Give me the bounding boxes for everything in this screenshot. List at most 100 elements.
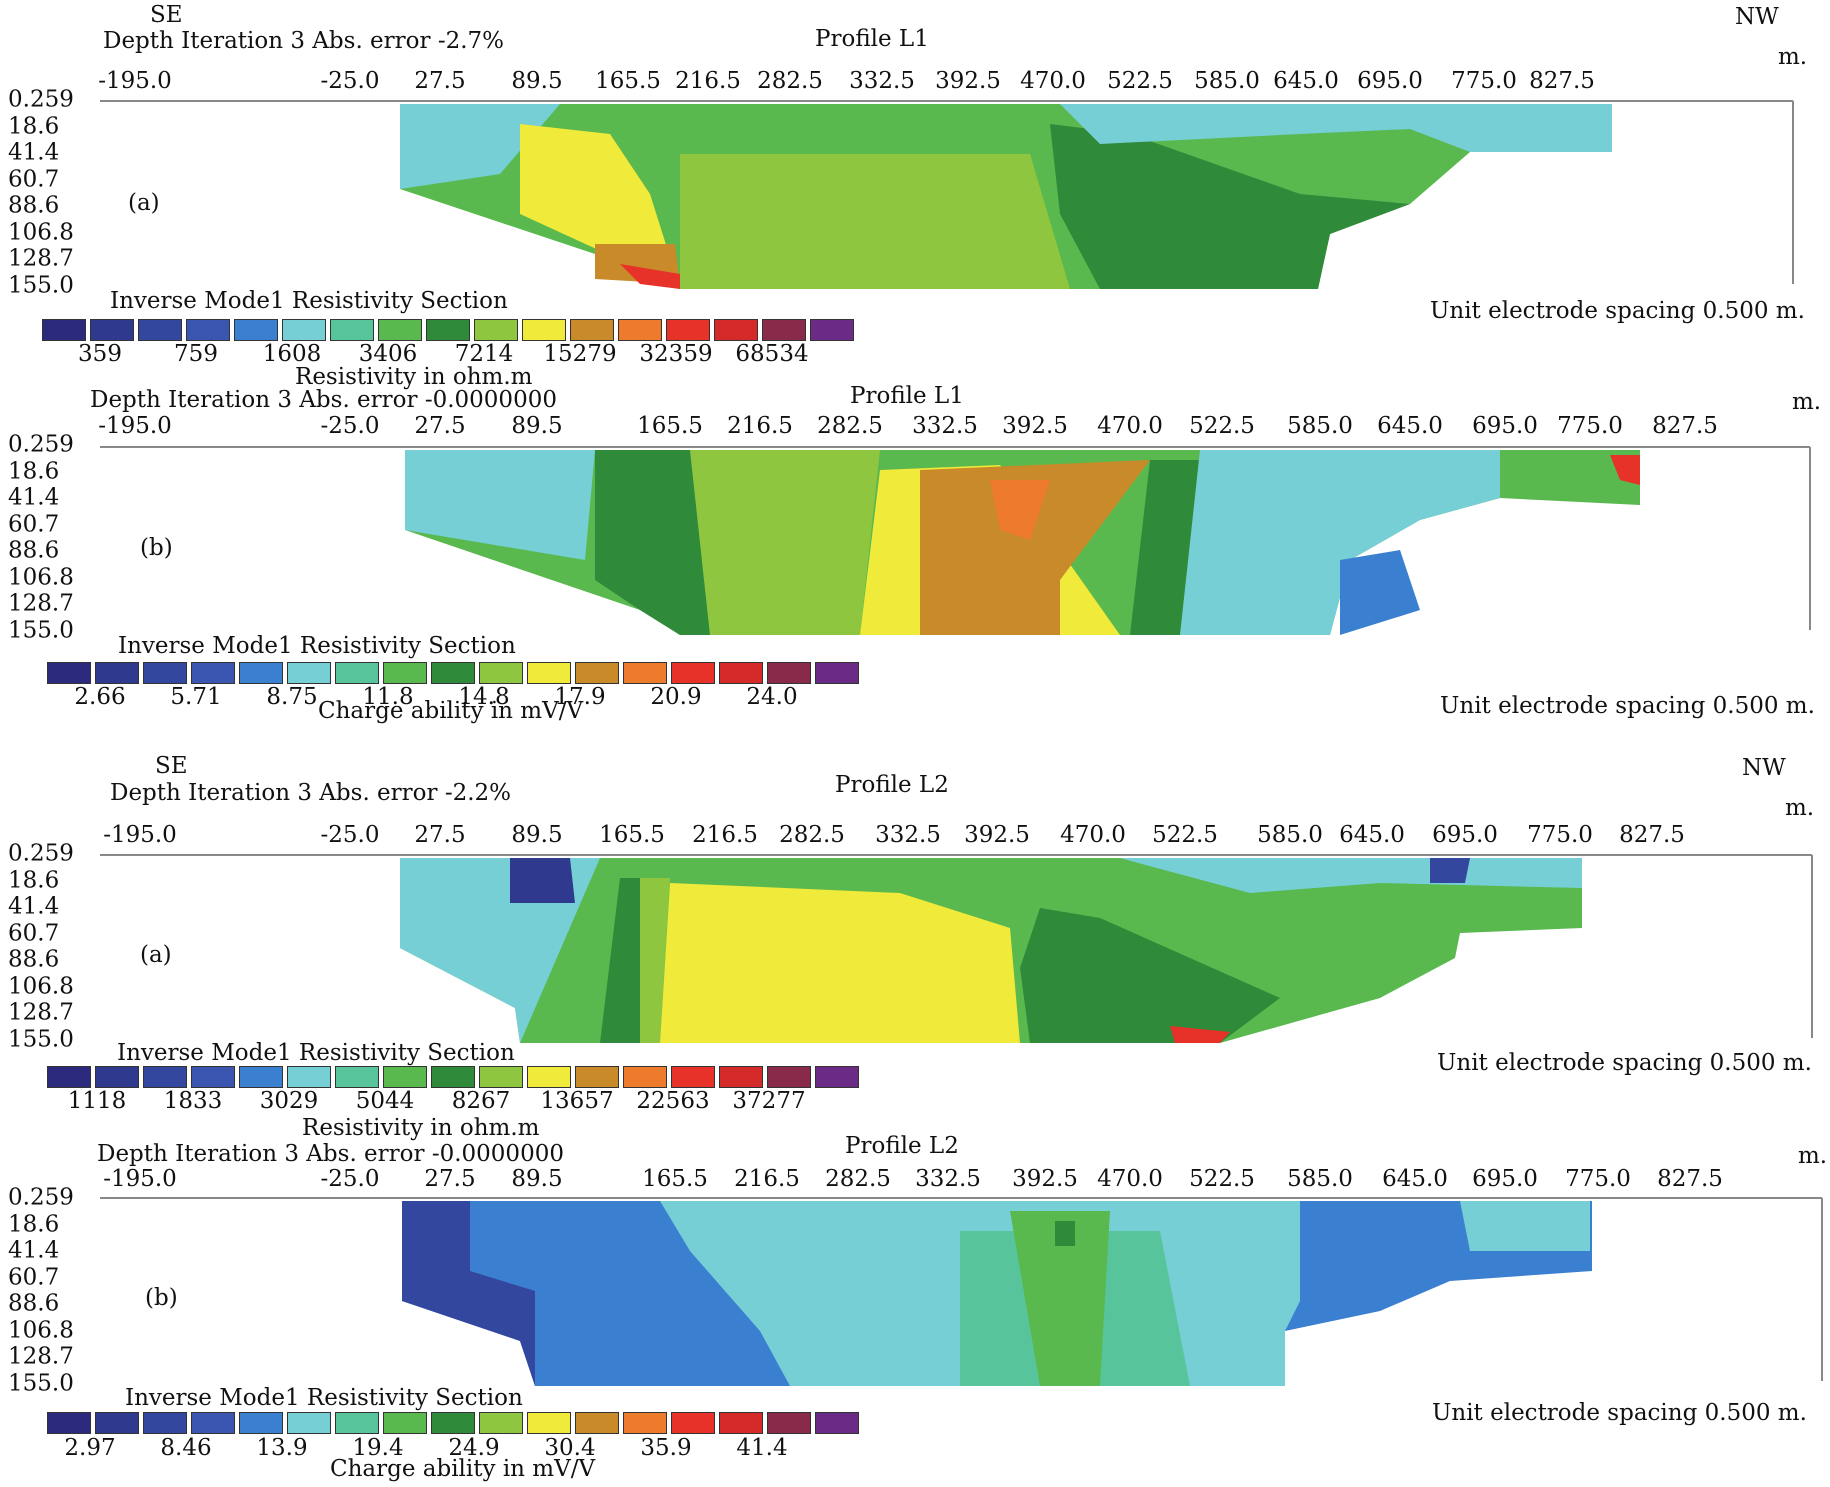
legend-value: 30.4 (544, 1435, 596, 1461)
x-tick-label: 470.0 (1097, 1166, 1163, 1192)
legend-swatch (95, 662, 139, 684)
x-tick-label: 827.5 (1529, 68, 1595, 94)
x-tick-label: 392.5 (1012, 1166, 1078, 1192)
unit-m-label: m. (1778, 44, 1808, 70)
legend-value: 22563 (636, 1088, 710, 1114)
x-tick-label: 282.5 (825, 1166, 891, 1192)
iteration-header: Depth Iteration 3 Abs. error -0.0000000 (90, 387, 557, 413)
zone-dark-green (1050, 124, 1410, 289)
x-tick-label: -195.0 (98, 68, 172, 94)
zone-lightgreen (640, 878, 670, 1043)
legend-swatch (719, 662, 763, 684)
zone-orange (920, 460, 1150, 635)
legend-value: 11.8 (362, 684, 414, 710)
legend-swatch (287, 1412, 331, 1434)
legend-value: 35.9 (640, 1435, 692, 1461)
depth-tick-label: 18.6 (8, 867, 60, 893)
legend-swatch (767, 1412, 811, 1434)
legend-swatch (431, 1412, 475, 1434)
legend-swatch (287, 1066, 331, 1088)
legend-swatch (575, 1066, 619, 1088)
chargeability-section-l1 (100, 446, 1811, 635)
legend-swatch (623, 662, 667, 684)
legend-value: 24.9 (448, 1435, 500, 1461)
section-title: Inverse Mode1 Resistivity Section (117, 1040, 515, 1066)
legend-value: 3406 (358, 341, 418, 367)
legend-swatch (138, 319, 182, 341)
legend-value: 3029 (259, 1088, 319, 1114)
section-title: Inverse Mode1 Resistivity Section (110, 288, 508, 314)
depth-tick-label: 60.7 (8, 166, 60, 192)
depth-tick-label: 155.0 (8, 1026, 74, 1052)
x-tick-row: -195.0 -25.0 27.5 89.5 165.5 216.5 282.5 332.5 3… (0, 1168, 1830, 1194)
legend-swatch (527, 1066, 571, 1088)
nw-label: NW (1742, 755, 1786, 781)
legend-swatch (287, 662, 331, 684)
depth-tick-label: 60.7 (8, 511, 60, 537)
legend-caption-l2a: Resistivity in ohm.m (302, 1115, 540, 1141)
x-tick-label: 470.0 (1020, 68, 1086, 94)
legend-caption-l2b: Charge ability in mV/V (330, 1456, 596, 1482)
x-tick-label: 827.5 (1619, 822, 1685, 848)
section-title: Inverse Mode1 Resistivity Section (125, 1385, 523, 1411)
legend-swatch (42, 319, 86, 341)
color-legend-l1a (42, 319, 854, 341)
depth-tick-label: 106.8 (8, 973, 74, 999)
legend-value: 13657 (540, 1088, 614, 1114)
legend-swatch (47, 1066, 91, 1088)
legend-swatch (719, 1066, 763, 1088)
x-tick-label: 216.5 (727, 413, 793, 439)
resistivity-section-l2 (100, 854, 1813, 1043)
depth-tick-label: 106.8 (8, 219, 74, 245)
x-tick-row: -195.0 -25.0 27.5 89.5 165.5 216.5 282.5 332.5 3… (0, 70, 1830, 96)
legend-value: 15279 (543, 341, 617, 367)
legend-swatch (191, 1066, 235, 1088)
legend-caption-l1b: Charge ability in mV/V (318, 698, 584, 724)
x-tick-label: 165.5 (595, 68, 661, 94)
legend-swatch (239, 1412, 283, 1434)
x-tick-label: 89.5 (511, 822, 563, 848)
x-tick-label: 216.5 (675, 68, 741, 94)
spacing-note-l2b: Unit electrode spacing 0.500 m. (1432, 1400, 1807, 1426)
legend-swatch (426, 319, 470, 341)
legend-swatch (234, 319, 278, 341)
legend-swatch (47, 1412, 91, 1434)
zone-cyan-right (1460, 1201, 1590, 1251)
x-tick-label: 332.5 (875, 822, 941, 848)
legend-value: 8.75 (266, 684, 318, 710)
depth-tick-label: 128.7 (8, 1343, 74, 1370)
x-tick-label: 585.0 (1287, 1166, 1353, 1192)
legend-swatch (570, 319, 614, 341)
color-legend-l2b (47, 1412, 859, 1434)
x-tick-label: -195.0 (103, 1166, 177, 1192)
legend-swatch (714, 319, 758, 341)
depth-tick-label: 128.7 (8, 999, 74, 1026)
legend-swatch (815, 662, 859, 684)
depth-tick-label: 60.7 (8, 920, 60, 946)
legend-swatch (143, 1066, 187, 1088)
zone-yellow (660, 883, 1020, 1043)
spacing-note: Unit electrode spacing 0.500 m. (1437, 1050, 1812, 1076)
zone-light-orange (990, 480, 1050, 540)
profile-title: Profile L2 (835, 772, 949, 798)
depth-tick-label: 106.8 (8, 1317, 74, 1343)
depth-tick-label: 18.6 (8, 1211, 60, 1237)
color-legend-l2a (47, 1066, 859, 1088)
legend-caption-l1a: Resistivity in ohm.m (295, 364, 533, 390)
legend-swatch (143, 1412, 187, 1434)
x-tick-label: 165.5 (599, 822, 665, 848)
x-tick-label: 522.5 (1189, 1166, 1255, 1192)
legend-swatch (330, 319, 374, 341)
legend-value: 68534 (735, 341, 809, 367)
iteration-header: Depth Iteration 3 Abs. error -2.7% (103, 28, 505, 54)
legend-swatch (719, 1412, 763, 1434)
depth-tick-label: 0.259 (8, 1184, 74, 1211)
legend-swatch (47, 662, 91, 684)
x-tick-label: -25.0 (320, 413, 380, 439)
section-title: Inverse Mode1 Resistivity Section (118, 633, 516, 659)
iteration-header: Depth Iteration 3 Abs. error -2.2% (110, 780, 512, 806)
x-tick-label: 89.5 (511, 1166, 563, 1192)
x-tick-label: 27.5 (414, 68, 466, 94)
legend-swatch (479, 1412, 523, 1434)
legend-value: 8267 (451, 1088, 511, 1114)
